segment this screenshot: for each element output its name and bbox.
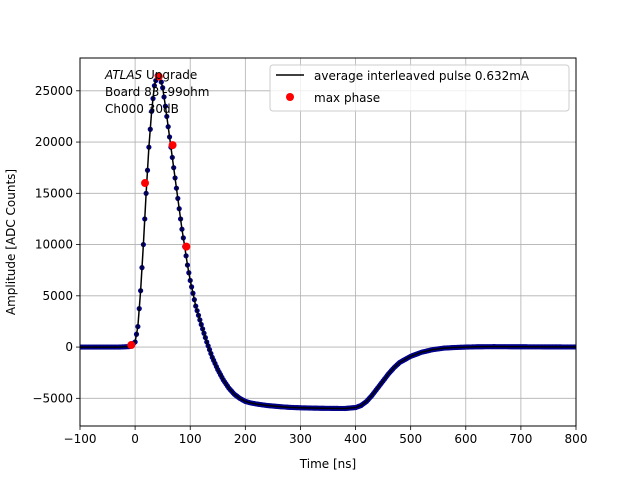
axes-frame (79, 57, 577, 427)
y-tick-label: 25000 (35, 84, 73, 98)
annotation-text: Upgrade (142, 68, 197, 82)
annotation-text: Board 83 -99ohm (105, 85, 209, 99)
x-tick-label: 0 (131, 432, 139, 446)
annotation-line: Ch000 30dB (105, 102, 179, 116)
series-layer (80, 72, 576, 412)
x-tick-label: 800 (565, 432, 588, 446)
x-tick-label: −100 (64, 432, 97, 446)
plot-area (80, 72, 576, 412)
x-tick-label: 300 (289, 432, 312, 446)
max-phase-point (141, 179, 150, 188)
pulse-line (80, 74, 576, 410)
y-tick-label: −5000 (32, 391, 73, 405)
legend-label-max-phase: max phase (314, 91, 380, 105)
y-tick-label: 20000 (35, 135, 73, 149)
annotation-text: Ch000 30dB (105, 102, 179, 116)
x-tick-label: 200 (234, 432, 257, 446)
x-tick-label: 400 (344, 432, 367, 446)
y-tick-label: 0 (65, 340, 73, 354)
y-axis-ticks: −5000 0 5000 10000 15000 20000 25000 (32, 84, 80, 405)
y-axis-label: Amplitude [ADC Counts] (4, 169, 18, 315)
y-tick-label: 10000 (35, 238, 73, 252)
y-tick-label: 15000 (35, 186, 73, 200)
x-axis-label: Time [ns] (299, 457, 356, 471)
x-tick-label: 700 (509, 432, 532, 446)
max-phase-point (154, 72, 163, 81)
annotation-line: Board 83 -99ohm (105, 85, 209, 99)
atlas-annotation: ATLAS Upgrade Board 83 -99ohm Ch000 30dB (104, 68, 209, 116)
annotation-italic: ATLAS (104, 68, 143, 82)
max-phase-point (168, 141, 177, 150)
x-axis-ticks: −100 0 100 200 300 400 500 600 700 800 (64, 426, 588, 446)
max-phase-point (127, 341, 136, 350)
x-tick-label: 600 (454, 432, 477, 446)
annotation-line: ATLAS Upgrade (104, 68, 197, 82)
x-tick-label: 100 (179, 432, 202, 446)
x-tick-label: 500 (399, 432, 422, 446)
legend: average interleaved pulse 0.632mA max ph… (269, 64, 570, 112)
max-phase-point (182, 242, 191, 251)
legend-label-pulse: average interleaved pulse 0.632mA (314, 69, 530, 83)
legend-box (269, 64, 570, 112)
legend-marker-swatch (286, 93, 294, 101)
y-tick-label: 5000 (42, 289, 73, 303)
